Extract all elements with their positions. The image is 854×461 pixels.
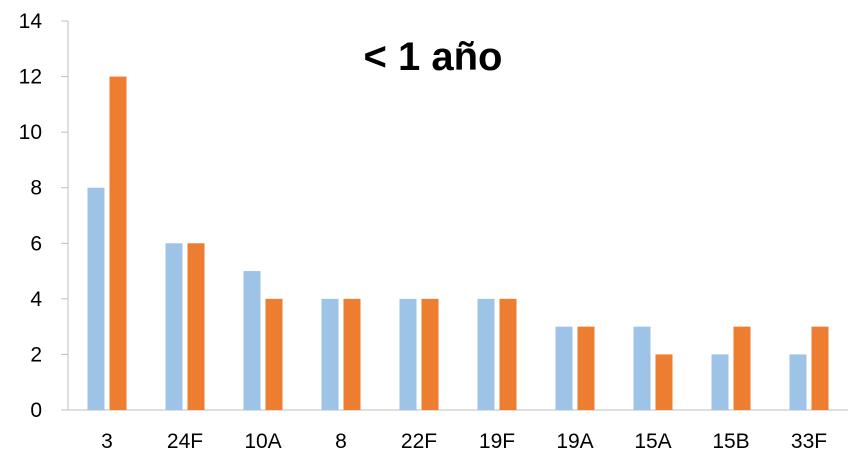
x-tick-label: 19F [479, 430, 515, 453]
bar-series-1 [711, 354, 729, 410]
x-tick-label: 15B [712, 430, 749, 453]
bar-series-2 [109, 76, 127, 411]
bar-series-1 [633, 326, 651, 410]
y-tick-label: 0 [30, 399, 42, 422]
bars [87, 76, 829, 411]
y-tick-label: 2 [30, 343, 42, 366]
y-tick-label: 8 [30, 177, 42, 200]
y-tick-label: 6 [30, 232, 42, 255]
bar-series-1 [477, 298, 495, 410]
bar-series-1 [789, 354, 807, 410]
bar-series-2 [733, 326, 751, 410]
chart-title: < 1 año [364, 35, 503, 79]
x-tick-label: 24F [167, 430, 203, 453]
bar-series-1 [321, 298, 339, 410]
bar-series-1 [165, 243, 183, 410]
bar-series-2 [499, 298, 517, 410]
x-tick-label: 33F [791, 430, 827, 453]
y-axis: 0 2 4 6 8 10 12 14 [19, 10, 69, 422]
bar-series-2 [265, 298, 283, 410]
x-axis: 3 24F 10A 8 22F 19F 19A 15A 15B 33F [68, 409, 848, 453]
x-tick-label: 10A [244, 430, 281, 453]
bar-series-1 [87, 187, 105, 410]
x-tick-label: 8 [335, 430, 347, 453]
bar-series-2 [577, 326, 595, 410]
x-tick-label: 3 [101, 430, 113, 453]
bar-series-2 [187, 243, 205, 410]
y-tick-label: 4 [30, 288, 42, 311]
bar-series-2 [655, 354, 673, 410]
bar-series-2 [343, 298, 361, 410]
bar-series-1 [399, 298, 417, 410]
x-tick-label: 15A [634, 430, 671, 453]
bar-series-1 [555, 326, 573, 410]
x-tick-label: 22F [401, 430, 437, 453]
y-tick-label: 14 [19, 10, 43, 33]
y-tick-label: 12 [19, 66, 42, 89]
bar-series-2 [421, 298, 439, 410]
bar-series-2 [811, 326, 829, 410]
y-tick-label: 10 [19, 121, 42, 144]
bar-series-1 [243, 271, 261, 410]
x-tick-label: 19A [556, 430, 593, 453]
